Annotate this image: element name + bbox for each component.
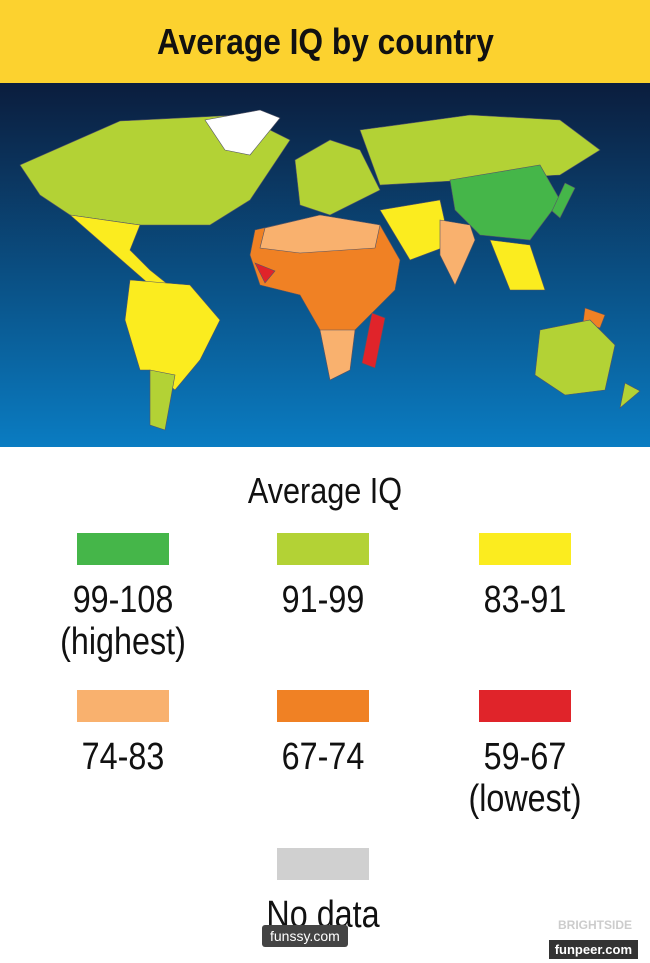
watermark: funpeer.com [548,940,638,959]
legend-swatch [479,533,571,565]
legend-label: 99-108 (highest) [38,579,208,663]
legend-item: 59-67 (lowest) [425,690,625,820]
legend-item: 67-74 [223,690,423,778]
legend-swatch [277,533,369,565]
legend-label: 59-67 (lowest) [440,736,610,820]
legend-item: 91-99 [223,533,423,621]
legend-swatch [77,533,169,565]
legend-range: 99-108 [72,579,174,621]
legend-label: 74-83 [38,736,208,778]
legend-title: Average IQ [247,470,403,511]
legend-note: (highest) [60,621,186,663]
legend-note: (lowest) [468,778,582,820]
legend-label: 67-74 [238,736,408,778]
legend-item: 83-91 [425,533,625,621]
legend-range: 59-67 [483,736,567,778]
title: Average IQ by country [156,20,494,62]
legend-item: 99-108 (highest) [23,533,223,663]
legend-range: 67-74 [281,736,365,778]
legend-label: 91-99 [238,579,408,621]
watermark: BRIGHTSIDE [557,918,632,932]
legend-swatch [277,690,369,722]
header: Average IQ by country [0,0,650,83]
legend-range: 74-83 [81,736,165,778]
legend-swatch [277,848,369,880]
watermark: funssy.com [262,925,348,947]
world-map [0,83,650,447]
legend-item: No data [223,848,423,936]
legend-range: 83-91 [483,579,567,621]
legend-swatch [479,690,571,722]
legend-range: 91-99 [281,579,365,621]
legend-label: 83-91 [440,579,610,621]
legend-swatch [77,690,169,722]
legend-item: 74-83 [23,690,223,778]
